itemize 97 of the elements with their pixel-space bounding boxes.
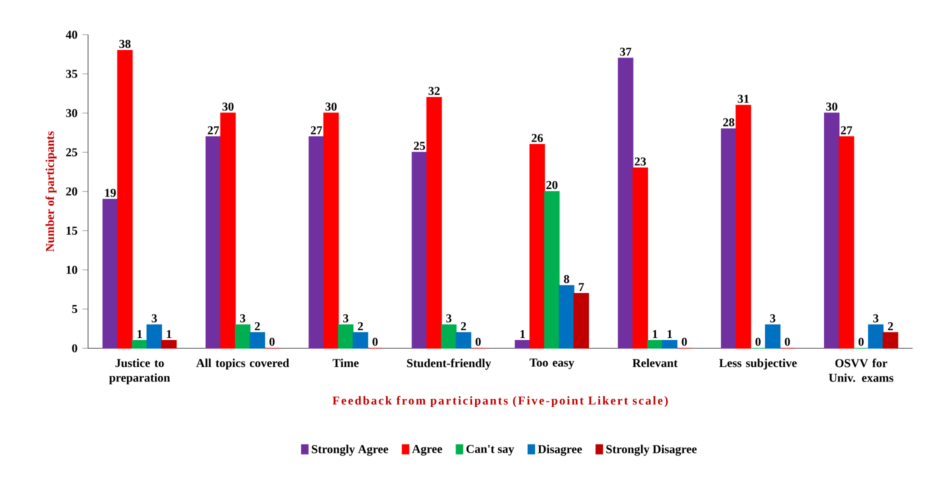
data-label: 27 <box>310 126 322 134</box>
x-tick-label: Time <box>332 358 359 368</box>
bar <box>838 136 854 349</box>
bar <box>323 112 339 349</box>
data-label: 27 <box>840 126 852 134</box>
legend-label: Agree <box>412 445 442 456</box>
x-tick-label: Relevant <box>632 358 678 368</box>
data-label: 30 <box>222 102 234 111</box>
bar <box>720 128 736 349</box>
bar <box>618 58 634 349</box>
x-tick-label: All topics covered <box>196 358 290 370</box>
data-label: 23 <box>634 158 646 166</box>
bar <box>544 191 560 349</box>
data-label: 25 <box>414 142 426 150</box>
bar <box>250 332 266 349</box>
x-tick-label: Justice to preparation <box>109 358 170 384</box>
bar <box>146 324 162 349</box>
data-label: 0 <box>784 338 790 346</box>
bar <box>529 144 545 349</box>
bar <box>868 324 884 349</box>
data-label: 2 <box>461 322 466 330</box>
y-tick-label: 25 <box>66 148 78 156</box>
bar <box>662 340 678 349</box>
bar <box>220 112 236 349</box>
legend-label: Strongly Agree <box>312 444 388 456</box>
data-label: 1 <box>520 330 525 338</box>
y-tick-label: 5 <box>72 305 78 314</box>
bar <box>441 324 457 349</box>
x-tick-label: Student-friendly <box>407 358 492 370</box>
data-label: 3 <box>343 314 348 322</box>
bar <box>161 340 177 349</box>
bar <box>234 324 250 349</box>
y-tick-label: 30 <box>66 109 78 118</box>
data-label: 7 <box>578 283 584 292</box>
bar <box>647 340 663 349</box>
data-label: 3 <box>873 314 878 322</box>
y-tick-label: 10 <box>66 266 78 274</box>
bar <box>574 293 589 349</box>
data-label: 3 <box>240 314 246 322</box>
data-label: 0 <box>682 338 687 346</box>
data-label: 37 <box>620 48 632 56</box>
data-label: 8 <box>564 275 570 284</box>
data-label: 3 <box>770 314 776 322</box>
data-label: 19 <box>105 188 116 198</box>
bar <box>206 136 222 349</box>
data-label: 20 <box>546 181 558 190</box>
legend-label: Strongly Disagree <box>606 444 697 456</box>
x-tick-label: OSVV for Univ. exams <box>828 358 894 382</box>
bar <box>456 332 472 349</box>
data-label: 0 <box>858 338 864 346</box>
bar <box>338 324 354 349</box>
data-label: 30 <box>326 102 337 111</box>
bar <box>558 285 574 349</box>
data-label: 1 <box>652 330 658 338</box>
bar <box>824 112 840 349</box>
bar <box>132 340 148 349</box>
data-label: 0 <box>269 338 275 346</box>
bar <box>117 50 133 349</box>
data-label: 1 <box>668 330 672 338</box>
data-label: 2 <box>358 322 363 330</box>
bar <box>352 332 368 349</box>
legend-label: Can't say <box>466 445 514 456</box>
y-tick-label: 20 <box>66 188 78 196</box>
y-tick-label: 15 <box>66 226 78 235</box>
data-label: 2 <box>254 322 260 330</box>
x-tick-label: Less subjective <box>719 358 797 370</box>
data-label: 26 <box>532 134 543 142</box>
bar <box>426 97 442 349</box>
data-label: 30 <box>826 102 838 111</box>
data-label: 38 <box>119 40 131 48</box>
legend-label: Disagree <box>538 444 582 456</box>
data-label: 31 <box>738 94 749 103</box>
bar <box>632 168 648 349</box>
bar <box>764 324 780 349</box>
data-label: 0 <box>476 338 481 346</box>
bar <box>102 199 118 349</box>
x-tick-label: Too easy <box>530 358 574 370</box>
bar <box>412 152 428 349</box>
bar <box>882 332 898 349</box>
y-tick-label: 40 <box>66 30 78 39</box>
x-axis-title: Feedback from participants (Five-point Likert scale) <box>332 396 668 408</box>
data-label: 28 <box>723 118 734 127</box>
data-label: 32 <box>428 87 440 96</box>
data-label: 27 <box>208 126 220 134</box>
bar <box>308 136 324 349</box>
data-label: 2 <box>888 322 893 330</box>
y-tick-label: 35 <box>66 70 78 78</box>
data-label: 3 <box>446 314 452 322</box>
bar <box>736 104 752 349</box>
y-axis-title: Number of participants <box>45 132 56 252</box>
y-tick-label: 0 <box>72 344 78 352</box>
data-label: 0 <box>756 338 761 346</box>
data-label: 1 <box>166 330 172 338</box>
bar <box>514 340 530 349</box>
data-label: 3 <box>152 314 157 322</box>
data-label: 0 <box>372 338 378 346</box>
data-label: 1 <box>138 330 142 338</box>
